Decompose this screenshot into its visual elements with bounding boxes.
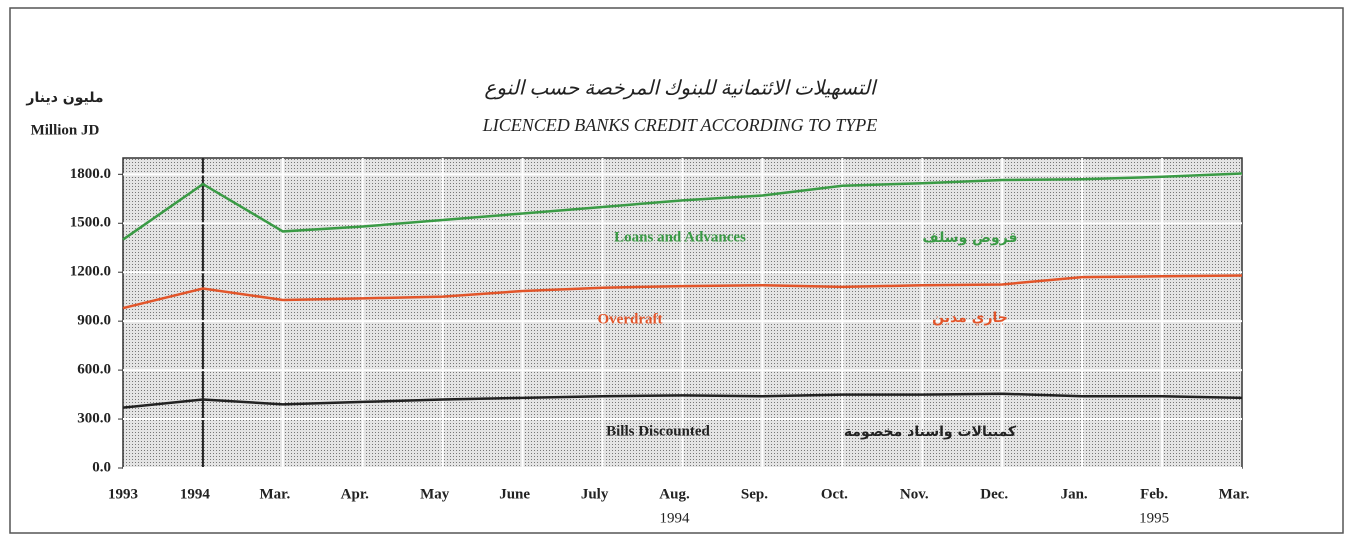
- series-line: [122, 172, 1243, 241]
- series-label: Bills Discounted: [606, 423, 710, 439]
- y-tick-label: 1200.0: [70, 264, 111, 280]
- x-tick-label: Aug.: [659, 486, 690, 502]
- y-label: Million JD: [31, 122, 100, 138]
- series-label: Loans and Advances: [614, 229, 746, 245]
- y-tick-label: 1800.0: [70, 166, 111, 182]
- x-tick-label: Apr.: [341, 486, 369, 502]
- x-tick-label: May: [420, 486, 450, 502]
- x-tick-label: 1994: [180, 486, 211, 502]
- frame: [9, 7, 1344, 534]
- x-sublabel: 1995: [1139, 510, 1169, 526]
- series-label-ar: كمبيالات واسناد مخصومة: [844, 424, 1017, 440]
- series-line: [122, 274, 1243, 310]
- y-tick-label: 1500.0: [70, 215, 111, 231]
- x-tick-label: June: [499, 486, 530, 502]
- series-label: Overdraft: [598, 311, 663, 327]
- y-tick-label: 900.0: [77, 313, 111, 329]
- y-tick-label: 600.0: [77, 362, 111, 378]
- chart-title: LICENCED BANKS CREDIT ACCORDING TO TYPE: [482, 115, 878, 135]
- x-tick-label: Feb.: [1140, 486, 1168, 502]
- y-tick-label: 0.0: [92, 459, 111, 475]
- y-label-ar: مليون دينار: [25, 90, 103, 106]
- x-tick-label: Jan.: [1061, 486, 1088, 502]
- x-tick-label: Mar.: [260, 486, 291, 502]
- x-tick-label: Nov.: [900, 486, 929, 502]
- x-tick-label: Oct.: [821, 486, 848, 502]
- series-label-ar: جاري مدين: [932, 310, 1008, 327]
- x-tick-label: 1993: [108, 486, 138, 502]
- x-tick-label: Sep.: [741, 486, 768, 502]
- series-line: [122, 392, 1243, 409]
- x-tick-label: July: [581, 486, 609, 502]
- x-tick-label: Mar.: [1219, 486, 1250, 502]
- x-sublabel: 1994: [660, 510, 691, 526]
- x-tick-label: Dec.: [980, 486, 1008, 502]
- y-tick-label: 300.0: [77, 410, 111, 426]
- chart-title-ar: التسهيلات الائتمانية للبنوك المرخصة حسب …: [484, 78, 878, 100]
- series-label-ar: قروض وسلف: [922, 230, 1017, 246]
